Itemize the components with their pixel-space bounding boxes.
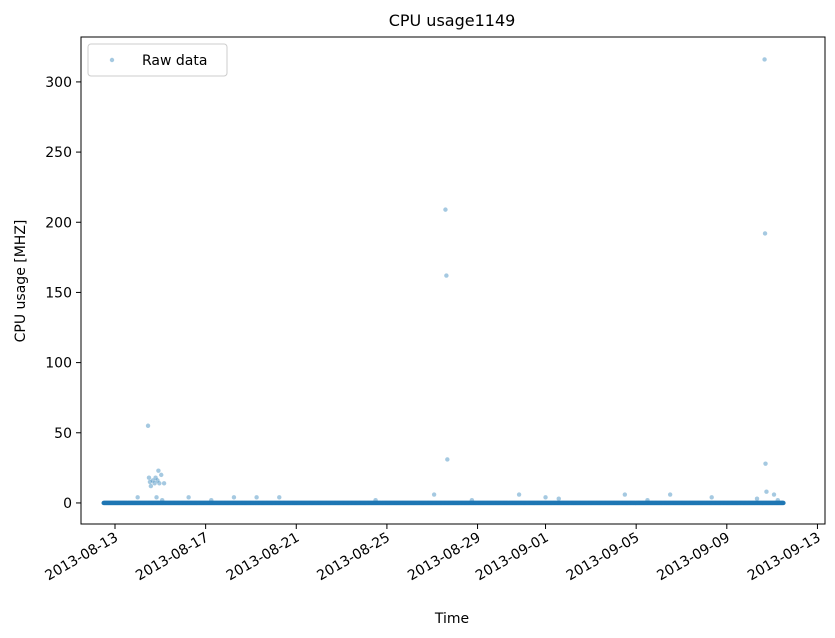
y-tick-label: 300 (45, 75, 72, 91)
data-point (781, 500, 786, 506)
data-point (155, 478, 160, 483)
data-point (145, 423, 151, 428)
y-tick-label: 200 (45, 215, 72, 231)
data-point (209, 497, 214, 503)
data-point (762, 57, 767, 62)
legend-marker-raw-data (109, 57, 115, 63)
data-point (556, 496, 561, 501)
data-point (148, 483, 154, 489)
data-point (622, 492, 628, 497)
scatter-marks (101, 57, 786, 506)
data-point (161, 481, 167, 486)
x-axis-label: Time (434, 611, 469, 627)
data-point (186, 495, 191, 500)
y-tick-label: 50 (54, 426, 72, 442)
y-tick-label: 0 (63, 496, 72, 512)
y-tick-label: 250 (45, 145, 72, 161)
y-axis: 0 50 100 150 200 250 300 (45, 75, 81, 512)
data-point (762, 231, 768, 236)
data-point (445, 457, 450, 462)
data-point (154, 495, 159, 500)
data-point (146, 475, 152, 480)
data-point (231, 495, 237, 500)
legend-label-raw-data: Raw data (142, 53, 207, 69)
data-point (444, 273, 449, 278)
data-point (254, 495, 259, 500)
data-point (153, 475, 158, 480)
data-point (645, 497, 650, 503)
data-point (754, 496, 760, 501)
data-point (516, 492, 522, 497)
legend: Raw data (87, 43, 228, 77)
y-tick-label: 150 (45, 285, 72, 301)
data-point (469, 497, 475, 503)
data-point (443, 207, 448, 212)
legend-box (87, 43, 228, 77)
data-point (156, 468, 161, 473)
plot-frame (80, 36, 826, 525)
data-point (373, 497, 378, 503)
data-point (160, 497, 165, 503)
data-point (667, 492, 673, 497)
data-point (147, 479, 153, 485)
data-point (150, 478, 155, 483)
y-axis-label: CPU usage [MHZ] (13, 220, 29, 343)
data-point (543, 495, 548, 500)
data-point (775, 497, 780, 503)
data-point (152, 481, 157, 486)
data-point (771, 492, 777, 497)
data-point (764, 489, 769, 494)
chart-title: CPU usage1149 (389, 11, 516, 30)
data-point (277, 495, 282, 500)
data-point (135, 495, 140, 500)
data-point (159, 472, 164, 478)
data-point (431, 492, 437, 497)
data-point (763, 461, 768, 466)
data-point (157, 481, 162, 486)
y-tick-label: 100 (45, 356, 72, 372)
data-point (709, 495, 714, 500)
